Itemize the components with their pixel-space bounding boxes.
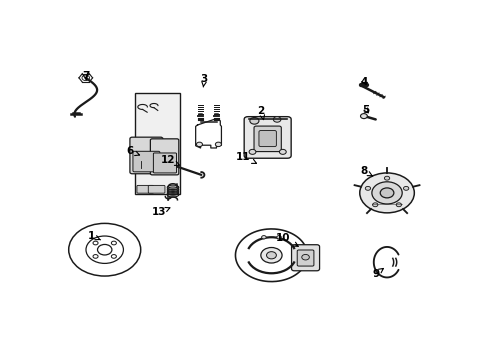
Bar [135, 93, 180, 194]
Text: 3: 3 [201, 74, 207, 87]
FancyBboxPatch shape [259, 131, 276, 147]
Circle shape [395, 203, 401, 207]
Text: 5: 5 [362, 105, 369, 115]
Circle shape [372, 203, 377, 207]
Text: 9: 9 [371, 269, 383, 279]
Circle shape [384, 176, 389, 180]
Circle shape [359, 173, 413, 213]
Circle shape [249, 117, 259, 124]
Circle shape [273, 117, 280, 122]
FancyBboxPatch shape [137, 185, 153, 193]
Circle shape [196, 142, 202, 147]
Text: 13: 13 [152, 207, 170, 217]
FancyBboxPatch shape [130, 137, 163, 174]
FancyBboxPatch shape [150, 139, 179, 175]
Text: 12: 12 [161, 155, 179, 165]
Text: 7: 7 [82, 72, 89, 81]
FancyBboxPatch shape [291, 245, 319, 271]
Circle shape [371, 182, 401, 204]
Circle shape [403, 186, 408, 190]
Circle shape [380, 188, 393, 198]
FancyBboxPatch shape [244, 117, 290, 158]
Circle shape [360, 114, 366, 118]
FancyBboxPatch shape [148, 185, 164, 193]
Circle shape [260, 247, 282, 263]
Circle shape [279, 149, 285, 154]
Text: 2: 2 [257, 106, 264, 120]
Text: 10: 10 [275, 233, 298, 246]
Text: 11: 11 [236, 152, 256, 163]
Circle shape [248, 149, 255, 154]
Circle shape [266, 252, 276, 259]
Text: 8: 8 [359, 166, 372, 176]
Circle shape [301, 255, 309, 260]
Circle shape [261, 235, 265, 239]
Circle shape [276, 235, 281, 239]
FancyBboxPatch shape [253, 126, 281, 152]
Text: 4: 4 [360, 77, 367, 87]
Text: 1: 1 [88, 231, 101, 241]
Circle shape [215, 142, 221, 147]
FancyBboxPatch shape [297, 250, 313, 266]
Text: 6: 6 [125, 146, 139, 156]
FancyBboxPatch shape [133, 151, 160, 172]
Circle shape [365, 186, 370, 190]
FancyBboxPatch shape [153, 153, 176, 173]
